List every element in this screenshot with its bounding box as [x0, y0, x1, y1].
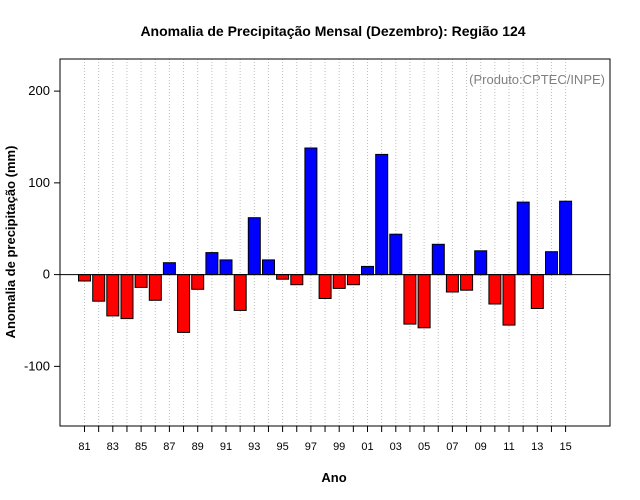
bar-89	[191, 274, 205, 290]
x-tick-label: 03	[390, 441, 402, 453]
bar-90	[205, 252, 219, 276]
bar-86	[148, 274, 162, 301]
bar-06	[431, 243, 445, 276]
x-tick-label: 87	[163, 441, 175, 453]
bar-12	[516, 201, 530, 276]
bar-91	[219, 259, 233, 276]
x-tick-label: 05	[418, 441, 430, 453]
y-axis: -100 0 100 200	[24, 83, 60, 373]
bar-83	[106, 274, 120, 317]
x-tick-label: 13	[531, 441, 543, 453]
bar-00	[346, 274, 360, 286]
bar-81	[78, 274, 91, 282]
x-tick-label: 95	[276, 441, 288, 453]
plot-frame	[59, 58, 611, 427]
bar-15	[559, 200, 573, 276]
bar-95	[276, 274, 290, 280]
x-tick-label: 01	[361, 441, 373, 453]
x-tick-label: 89	[192, 441, 204, 453]
bar-98	[318, 274, 332, 300]
bar-84	[120, 274, 134, 320]
bar-05	[417, 274, 431, 329]
bar-01	[361, 265, 374, 276]
bar-97	[304, 147, 318, 276]
bar-03	[389, 233, 403, 276]
x-tick-label: 83	[107, 441, 119, 453]
bar-87	[162, 262, 176, 276]
bar-04	[403, 274, 417, 325]
bar-92	[233, 274, 247, 311]
x-tick-label: 97	[305, 441, 317, 453]
bar-93	[247, 217, 261, 276]
bar-88	[177, 274, 191, 333]
x-tick-label: 85	[135, 441, 147, 453]
bar-09	[474, 250, 488, 276]
bar-07	[445, 274, 459, 293]
y-axis-label: Anomalia de precipitação (mm)	[3, 146, 18, 339]
bar-85	[134, 274, 148, 288]
bars-group	[78, 147, 573, 333]
x-tick-label: 09	[475, 441, 487, 453]
x-tick-label: 81	[78, 441, 90, 453]
chart-title: Anomalia de Precipitação Mensal (Dezembr…	[140, 23, 525, 39]
bar-14	[545, 251, 558, 276]
bar-02	[375, 153, 389, 276]
x-tick-label: 07	[446, 441, 458, 453]
x-axis: 81 83 85 87 89 91 93 95 97 99 01 03 05 07 09 11 13 15	[78, 426, 572, 453]
y-tick-label: 100	[28, 175, 50, 190]
x-tick-label: 15	[559, 441, 571, 453]
x-tick-label: 11	[503, 441, 514, 453]
bar-82	[92, 274, 106, 302]
x-tick-label: 93	[248, 441, 260, 453]
y-tick-label: -100	[24, 358, 50, 373]
source-annotation: (Produto:CPTEC/INPE)	[469, 72, 605, 87]
y-tick-label: 0	[43, 267, 50, 282]
y-tick-label: 200	[28, 83, 50, 98]
x-axis-label: Ano	[321, 470, 346, 485]
vertical-gridlines	[84, 59, 567, 426]
x-tick-label: 91	[220, 441, 232, 453]
bar-99	[332, 274, 346, 289]
bar-94	[262, 259, 275, 276]
bar-10	[488, 274, 502, 305]
bar-11	[502, 274, 516, 326]
bar-13	[530, 274, 544, 310]
x-tick-label: 99	[333, 441, 345, 453]
bar-96	[290, 274, 304, 286]
bar-08	[460, 274, 474, 291]
